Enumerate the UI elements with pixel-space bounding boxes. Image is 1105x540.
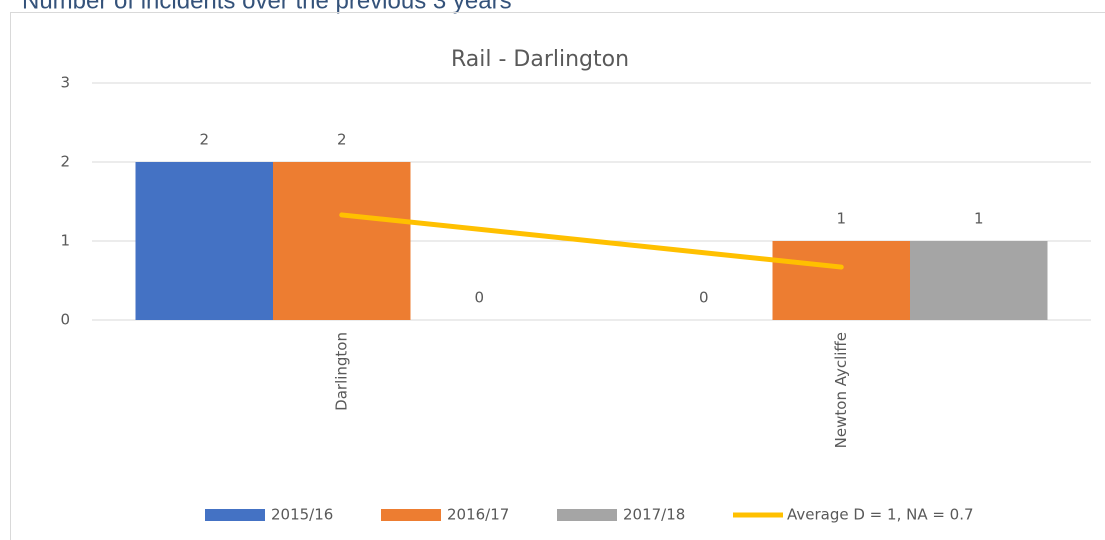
legend-label: 2015/16 bbox=[271, 506, 333, 524]
y-tick-label: 0 bbox=[60, 311, 70, 329]
page-heading: Number of incidents over the previous 3 … bbox=[22, 0, 512, 14]
x-tick-label: Darlington bbox=[332, 332, 350, 411]
legend-swatch bbox=[557, 509, 617, 521]
y-tick-label: 1 bbox=[60, 232, 70, 250]
chart-title: Rail - Darlington bbox=[451, 47, 629, 72]
chart-frame bbox=[10, 12, 1105, 540]
bar bbox=[135, 162, 273, 320]
bar bbox=[273, 162, 411, 320]
legend-label: 2017/18 bbox=[623, 506, 685, 524]
data-label: 1 bbox=[836, 210, 846, 228]
average-line bbox=[339, 212, 844, 270]
y-tick-label: 3 bbox=[60, 74, 70, 92]
y-tick-label: 2 bbox=[60, 153, 70, 171]
bar bbox=[772, 241, 910, 320]
bar bbox=[910, 241, 1048, 320]
legend-label: 2016/17 bbox=[447, 506, 509, 524]
legend-swatch bbox=[381, 509, 441, 521]
legend-label: Average D = 1, NA = 0.7 bbox=[787, 506, 974, 524]
data-label: 2 bbox=[199, 131, 209, 149]
legend-swatch bbox=[205, 509, 265, 521]
data-label: 0 bbox=[474, 289, 484, 307]
x-tick-label: Newton Aycliffe bbox=[832, 332, 850, 448]
data-label: 2 bbox=[337, 131, 347, 149]
data-label: 1 bbox=[974, 210, 984, 228]
data-label: 0 bbox=[699, 289, 709, 307]
